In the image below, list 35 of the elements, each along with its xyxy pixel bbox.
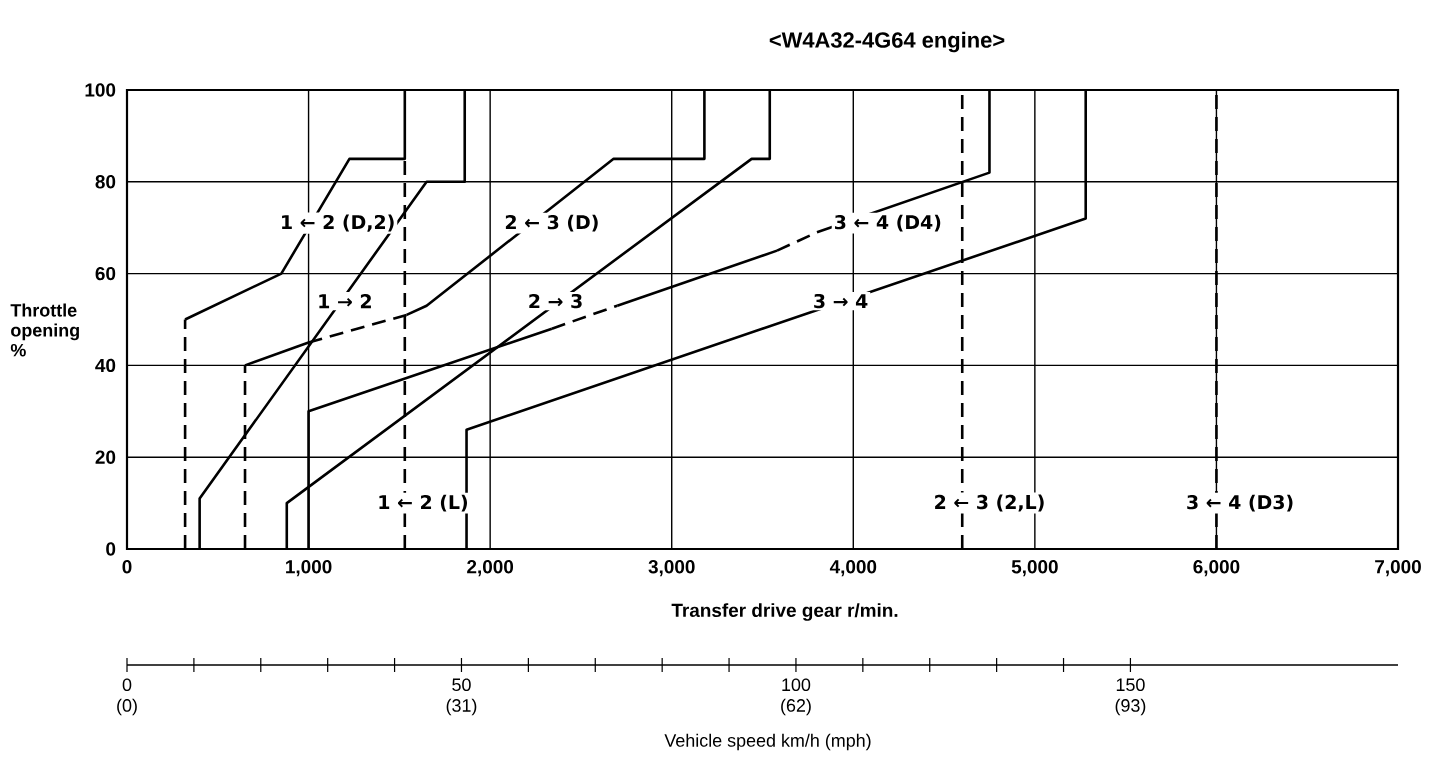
annotation: 1 ← 2 (D,2): [282, 214, 394, 232]
y-tick-label: 80: [95, 175, 116, 189]
text: (62): [781, 698, 811, 716]
text: (31): [446, 698, 477, 716]
annotation: 2 → 3: [529, 293, 582, 309]
x2-axis-title: Vehicle speed km/h (mph): [664, 733, 871, 751]
y-axis-title: Throttle opening %: [10, 303, 79, 357]
annotation: 3 ← 4 (D4): [834, 214, 941, 232]
text: (0): [117, 698, 137, 716]
x-tick-label: 6,000: [1193, 560, 1240, 577]
x-tick-label: 4,000: [829, 560, 877, 577]
x2-tick-label: 150: [1116, 678, 1145, 692]
y-tick-label: 100: [85, 83, 116, 97]
x-tick-label: 3,000: [648, 560, 695, 577]
y-tick-label: 0: [106, 542, 116, 556]
y-tick-label: 20: [95, 450, 116, 464]
annotation: 3 ← 4 (D3): [1187, 494, 1293, 512]
annotation: 3 → 4: [814, 293, 868, 309]
x2-tick-label: 0: [122, 678, 132, 692]
x-axis-title: Transfer drive gear r/min.: [671, 603, 898, 621]
y-tick-label: 60: [95, 266, 116, 281]
text: (93): [1115, 698, 1146, 716]
x-tick-label: 7,000: [1375, 560, 1421, 577]
annotation: 1 ← 2 (L): [379, 494, 468, 512]
x-tick-label: 2,000: [467, 560, 514, 577]
annotation: 1 → 2: [319, 294, 371, 309]
annotation: 2 ← 3 (2,L): [935, 494, 1044, 512]
x-tick-label: 5,000: [1011, 560, 1058, 577]
x-tick-label: 0: [122, 560, 132, 574]
y-tick-label: 40: [95, 358, 116, 373]
chart-title: <W4A32-4G64 engine>: [769, 31, 1005, 53]
x-tick-label: 1,000: [286, 560, 332, 577]
x2-tick-label: 100: [782, 678, 811, 692]
x2-tick-label: 50: [452, 678, 471, 692]
annotation: 2 ← 3 (D): [505, 214, 598, 232]
